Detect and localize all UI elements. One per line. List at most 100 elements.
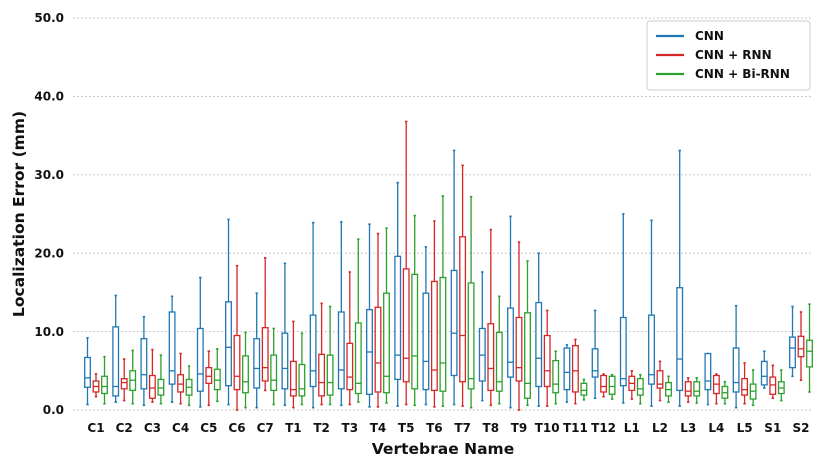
box-iqr xyxy=(600,374,608,393)
box-T4-series-0 xyxy=(366,223,373,408)
box-groups xyxy=(84,120,813,411)
y-tick-label: 10.0 xyxy=(34,325,64,339)
box-T10-series-0 xyxy=(535,252,543,407)
box-iqr xyxy=(676,287,684,392)
box-T10-series-2 xyxy=(552,350,560,405)
box-S1-series-2 xyxy=(777,369,785,402)
box-iqr xyxy=(140,338,148,390)
box-iqr xyxy=(402,268,410,383)
x-tick-label: T5 xyxy=(398,421,415,435)
box-iqr xyxy=(84,356,91,388)
box-T11-series-1 xyxy=(571,338,579,405)
box-T5-series-0 xyxy=(394,181,402,407)
x-tick-label: C1 xyxy=(87,421,104,435)
x-tick-label: T10 xyxy=(535,421,560,435)
box-T10-series-1 xyxy=(543,309,551,407)
box-C5-series-0 xyxy=(196,276,204,408)
box-iqr xyxy=(374,306,382,393)
box-iqr xyxy=(411,273,419,390)
box-T11-series-2 xyxy=(580,378,588,401)
box-L2-series-1 xyxy=(656,360,664,402)
box-iqr xyxy=(101,375,108,395)
box-T8-series-1 xyxy=(487,228,495,407)
box-C6-series-0 xyxy=(225,218,232,406)
box-iqr xyxy=(769,376,777,395)
box-L3-series-2 xyxy=(693,377,701,404)
box-C5-series-1 xyxy=(205,350,213,407)
box-iqr xyxy=(648,314,655,385)
box-L1-series-2 xyxy=(636,373,644,405)
y-tick-label: 0.0 xyxy=(43,403,64,417)
box-C1-series-2 xyxy=(101,355,108,405)
box-iqr xyxy=(253,338,261,389)
box-C3-series-2 xyxy=(157,354,165,405)
box-L2-series-2 xyxy=(665,375,672,403)
box-iqr xyxy=(535,301,543,388)
box-iqr xyxy=(326,354,334,396)
box-iqr xyxy=(394,255,402,381)
box-L1-series-0 xyxy=(619,213,627,404)
box-iqr xyxy=(422,292,430,391)
x-tick-label: T12 xyxy=(591,421,616,435)
box-iqr xyxy=(383,292,390,394)
box-C1-series-0 xyxy=(84,337,91,406)
box-iqr xyxy=(524,312,531,399)
x-tick-label: T7 xyxy=(454,421,471,435)
box-iqr xyxy=(467,282,475,390)
x-tick-label: L1 xyxy=(624,421,640,435)
box-C2-series-1 xyxy=(120,358,128,402)
x-tick-labels: C1 C2 C3 C4 C5 C6 C7 T1 T2 T3 T4 T5 T6 T7 T8 T9 T10 T11 T1… xyxy=(87,421,809,435)
box-iqr xyxy=(309,314,317,388)
x-axis-label: Vertebrae Name xyxy=(372,440,514,458)
x-tick-label: C3 xyxy=(144,421,161,435)
box-T2-series-0 xyxy=(309,221,317,409)
y-tick-label: 30.0 xyxy=(34,168,64,182)
box-iqr xyxy=(580,382,588,396)
box-iqr xyxy=(289,360,297,397)
legend-label-cnn-bi-rnn: CNN + Bi-RNN xyxy=(695,67,790,81)
x-tick-label: T4 xyxy=(370,421,387,435)
box-iqr xyxy=(495,331,503,392)
y-tick-labels: 0.0 10.0 20.0 30.0 40.0 50.0 xyxy=(34,11,64,417)
x-tick-label: C4 xyxy=(172,421,189,435)
box-iqr xyxy=(213,368,221,391)
x-tick-label: T1 xyxy=(285,421,302,435)
x-tick-label: L5 xyxy=(737,421,753,435)
box-iqr xyxy=(261,327,269,382)
box-C3-series-0 xyxy=(140,315,148,407)
box-L3-series-0 xyxy=(676,149,684,407)
box-T12-series-0 xyxy=(591,309,599,400)
box-T3-series-1 xyxy=(346,271,354,406)
box-iqr xyxy=(515,316,523,382)
box-L5-series-2 xyxy=(749,369,757,407)
box-T12-series-1 xyxy=(600,373,608,398)
box-iqr xyxy=(684,381,692,397)
x-tick-label: L4 xyxy=(708,421,724,435)
y-tick-label: 50.0 xyxy=(34,11,64,25)
box-T3-series-0 xyxy=(337,221,345,407)
box-iqr xyxy=(636,377,644,396)
box-C7-series-2 xyxy=(270,327,278,406)
box-T9-series-0 xyxy=(507,215,514,409)
box-C1-series-1 xyxy=(92,373,100,398)
box-iqr xyxy=(298,363,306,397)
box-iqr xyxy=(346,342,354,391)
box-iqr xyxy=(242,355,249,394)
x-tick-label: S1 xyxy=(764,421,781,435)
box-iqr xyxy=(281,332,289,390)
box-S2-series-2 xyxy=(806,303,813,393)
box-C4-series-1 xyxy=(177,352,185,405)
box-iqr xyxy=(354,322,362,395)
x-tick-label: L3 xyxy=(680,421,696,435)
box-iqr xyxy=(168,311,176,385)
box-iqr xyxy=(741,377,749,396)
box-L5-series-1 xyxy=(741,362,749,405)
box-T8-series-0 xyxy=(478,271,486,402)
box-C4-series-0 xyxy=(168,295,176,403)
x-tick-label: C5 xyxy=(200,421,217,435)
legend-label-cnn: CNN xyxy=(695,29,724,43)
box-T5-series-2 xyxy=(411,214,419,407)
box-T6-series-2 xyxy=(439,195,447,407)
legend-label-cnn-rnn: CNN + RNN xyxy=(695,48,772,62)
